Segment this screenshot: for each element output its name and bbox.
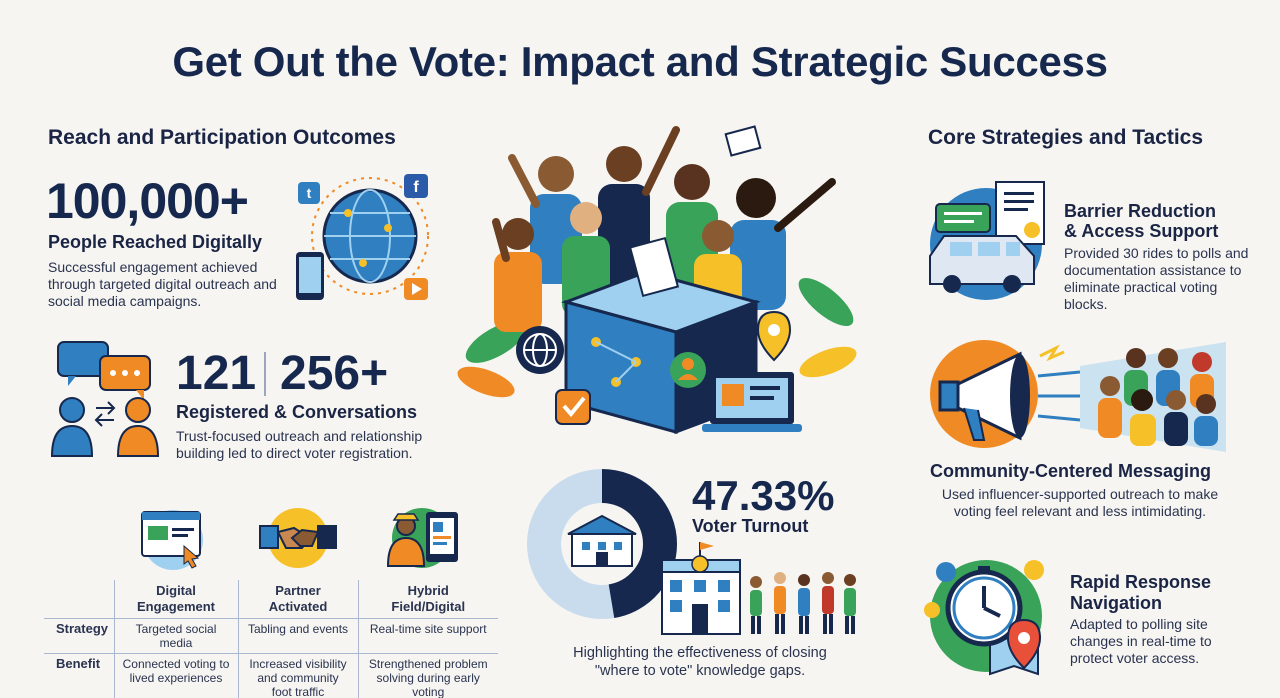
community-messaging-title: Community-Centered Messaging (930, 461, 1212, 481)
table-cell: Increased visibility and community foot tr… (237, 653, 358, 698)
web-browser-icon (141, 510, 203, 570)
registered-description: Trust-focused outreach and relationship … (176, 428, 423, 461)
reach-label: People Reached Digitally (48, 232, 263, 252)
clock-map-pin-icon (924, 560, 1044, 676)
turnout-label: Voter Turnout (692, 516, 809, 536)
barrier-reduction-description: Provided 30 rides to polls and documenta… (1064, 245, 1249, 312)
reach-description: Successful engagement achieved through t… (48, 259, 277, 309)
row-label-strategy: Strategy (44, 618, 114, 654)
strategies-heading: Core Strategies and Tactics (928, 126, 1204, 149)
table-row: Benefit Connected voting to lived experie… (44, 653, 498, 698)
strategy-benefit-table: Digital Engagement Partner Activated Hybri… (44, 580, 498, 698)
megaphone-icon (930, 340, 1226, 452)
polling-site-queue-icon (661, 542, 856, 635)
svg-text:f: f (413, 179, 419, 196)
people-conversation-icon (50, 341, 160, 457)
turnout-donut-value-arc (527, 469, 677, 619)
table-cell: Real-time site support (357, 618, 498, 654)
table-row: Strategy Targeted social media Tabling a… (44, 618, 498, 654)
turnout-donut-chart (527, 469, 677, 619)
reach-value: 100,000+ (46, 173, 249, 229)
column-header-hybrid: Hybrid Field/Digital (357, 580, 498, 619)
barrier-reduction-title: Barrier Reduction & Access Support (1064, 201, 1219, 241)
table-cell: Targeted social media (113, 618, 238, 654)
registered-value: 121 (176, 347, 257, 400)
table-cell: Connected voting to lived experiences (113, 653, 238, 698)
column-header-partner-activated: Partner Activated (237, 580, 358, 619)
table-cell: Tabling and events (237, 618, 358, 654)
conversations-value: 256+ (280, 347, 389, 400)
rapid-response-description: Adapted to polling site changes in real-… (1070, 616, 1212, 666)
community-messaging-description: Used influencer-supported outreach to ma… (941, 486, 1219, 519)
globe-social-icon: t f (296, 174, 429, 300)
reach-heading: Reach and Participation Outcomes (48, 126, 396, 149)
rapid-response-title: Rapid Response Navigation (1070, 572, 1212, 613)
svg-text:t: t (307, 185, 312, 201)
row-label-benefit: Benefit (56, 656, 101, 671)
table-cell: Strengthened problem solving during early… (357, 653, 498, 698)
registered-label: Registered & Conversations (176, 402, 418, 422)
turnout-caption: Highlighting the effectiveness of closin… (573, 645, 827, 679)
stat-divider (264, 352, 266, 396)
turnout-value: 47.33% (692, 472, 835, 519)
field-worker-tablet-icon (386, 508, 458, 568)
handshake-icon (259, 508, 337, 568)
ballot-box-crowd-illustration (457, 125, 857, 435)
column-header-digital-engagement: Digital Engagement (113, 580, 238, 619)
page-title: Get Out the Vote: Impact and Strategic S… (172, 38, 1108, 85)
table-header-row: Digital Engagement Partner Activated Hybri… (44, 580, 498, 619)
van-documents-icon (929, 181, 1045, 300)
